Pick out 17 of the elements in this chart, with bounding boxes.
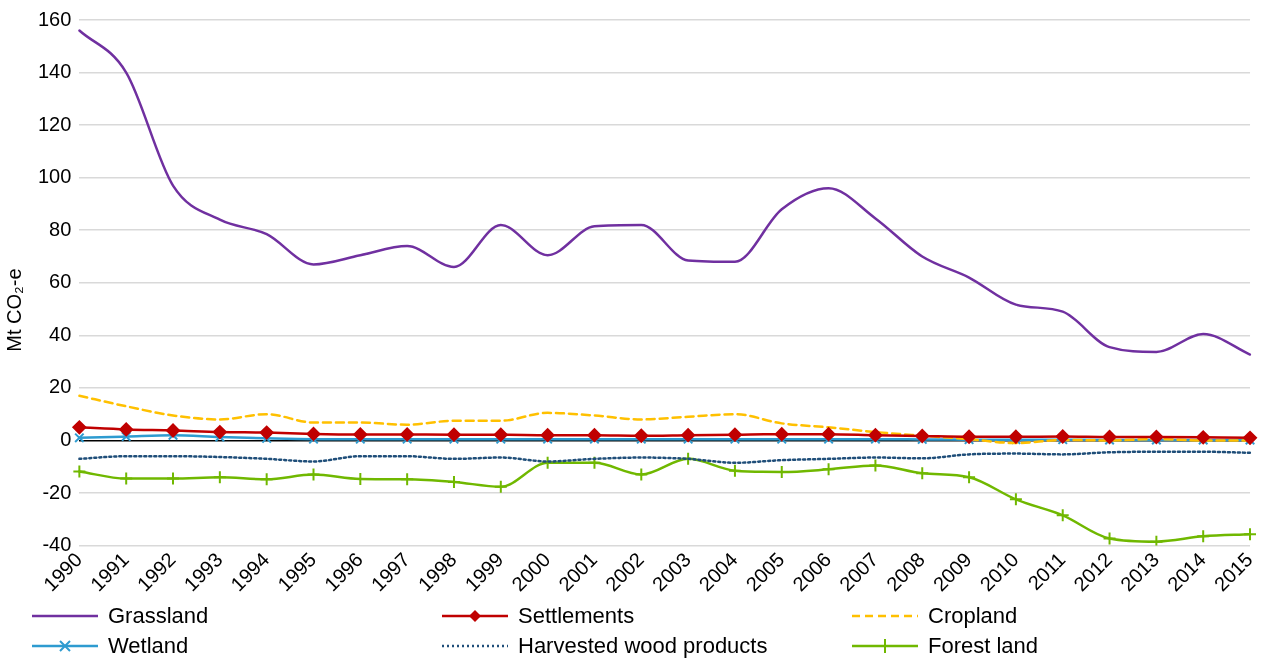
- legend-label: Forest land: [928, 633, 1039, 659]
- y-tick-label: 20: [49, 375, 72, 398]
- y-tick-label: 160: [37, 7, 72, 30]
- legend-label: Wetland: [108, 633, 189, 659]
- y-tick-label: 140: [37, 60, 72, 83]
- legend-label: Cropland: [928, 603, 1018, 629]
- y-tick-label: 80: [49, 217, 72, 240]
- y-tick-label: 100: [37, 165, 72, 188]
- y-tick-label: -20: [42, 480, 72, 503]
- y-axis-title: Mt CO₂-e: [2, 268, 26, 352]
- legend-label: Grassland: [108, 603, 209, 629]
- legend-label: Harvested wood products: [518, 633, 768, 659]
- y-tick-label: 40: [49, 322, 72, 345]
- y-tick-label: 0: [60, 427, 72, 450]
- y-tick-label: 60: [49, 270, 72, 293]
- y-tick-label: 120: [37, 112, 72, 135]
- legend-label: Settlements: [518, 603, 635, 629]
